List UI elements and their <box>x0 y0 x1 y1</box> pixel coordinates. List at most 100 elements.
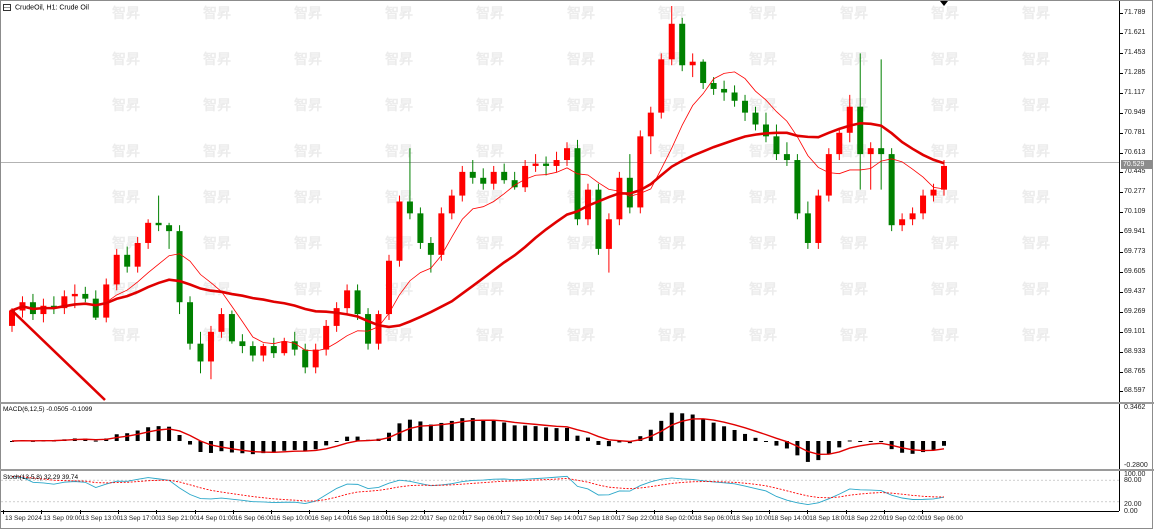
watermark-text: 智昇 <box>111 143 140 160</box>
macd-bar <box>690 414 695 441</box>
candle-body <box>249 346 256 356</box>
watermark-text: 智昇 <box>657 143 686 160</box>
candle-body <box>103 284 110 318</box>
watermark-text: 智昇 <box>202 5 231 22</box>
chart-title-text: CrudeOil, H1: Crude Oil <box>15 4 89 12</box>
price-label: 69.941 <box>1124 228 1146 236</box>
candle-body <box>270 346 277 354</box>
watermark-text: 智昇 <box>111 51 140 68</box>
macd-bar <box>188 441 193 445</box>
candle-body <box>207 331 214 362</box>
time-tick <box>462 510 464 514</box>
macd-bar <box>324 441 329 446</box>
time-label: 17 Sep 02:00 <box>426 515 465 522</box>
macd-bar <box>418 421 423 441</box>
macd-bar <box>292 441 297 450</box>
watermark-text: 智昇 <box>930 235 959 252</box>
candle-body <box>700 61 707 84</box>
time-label: 18 Sep 18:00 <box>809 515 848 522</box>
macd-bar <box>826 441 831 454</box>
watermark-text: 智昇 <box>566 5 595 22</box>
price-label: 69.269 <box>1124 307 1146 315</box>
price-tick <box>1119 331 1123 333</box>
candle-body <box>878 148 885 155</box>
watermark-text: 智昇 <box>839 97 868 114</box>
candle-body <box>40 305 47 315</box>
candle-body <box>354 290 361 315</box>
macd-bar <box>271 441 276 453</box>
candle-body <box>616 177 623 220</box>
shift-marker-icon[interactable] <box>940 1 948 6</box>
watermark-text: 智昇 <box>475 327 504 344</box>
candle-body <box>815 195 822 243</box>
stoch-80-label: 80.00 <box>1124 477 1142 484</box>
macd-bar <box>167 426 172 441</box>
watermark-text: 智昇 <box>657 281 686 298</box>
watermark-text: 智昇 <box>657 189 686 206</box>
macd-bar <box>523 425 528 441</box>
macd-bar <box>198 441 203 452</box>
macd-axis[interactable] <box>1119 404 1120 469</box>
price-label: 71.789 <box>1124 9 1146 17</box>
time-axis[interactable] <box>1 511 1119 512</box>
price-tick <box>1119 391 1123 393</box>
macd-bar <box>795 441 800 456</box>
candle-body <box>762 124 769 137</box>
price-label: 69.101 <box>1124 327 1146 335</box>
candle-body <box>406 201 413 214</box>
candle-body <box>239 341 246 347</box>
time-tick <box>922 510 924 514</box>
candle-body <box>187 302 194 344</box>
macd-bar <box>146 427 151 441</box>
price-axis[interactable] <box>1119 1 1120 402</box>
candle-body <box>689 61 696 66</box>
candle-body <box>867 148 874 155</box>
price-tick <box>1119 271 1123 273</box>
candle-body <box>679 23 686 66</box>
watermark-text: 智昇 <box>293 97 322 114</box>
watermark-text: 智昇 <box>293 51 322 68</box>
macd-bar <box>10 441 14 442</box>
time-tick <box>3 510 4 514</box>
candle-body <box>731 92 738 101</box>
watermark-text: 智昇 <box>930 189 959 206</box>
macd-bar <box>303 441 308 451</box>
price-label: 69.773 <box>1124 248 1146 256</box>
macd-bar <box>156 426 161 441</box>
time-tick <box>577 510 579 514</box>
stoch-axis[interactable] <box>1119 471 1120 511</box>
pane-separator-stoch[interactable] <box>0 469 1154 471</box>
watermark-text: 智昇 <box>566 143 595 160</box>
price-tick <box>1119 53 1123 55</box>
watermark-text: 智昇 <box>839 235 868 252</box>
time-tick <box>347 510 349 514</box>
candle-body <box>9 310 15 326</box>
chart-title: CrudeOil, H1: Crude Oil <box>3 4 89 11</box>
price-label: 68.765 <box>1124 367 1146 375</box>
macd-bar <box>900 441 905 453</box>
pane-separator-macd[interactable] <box>0 402 1154 404</box>
watermark-text: 智昇 <box>748 51 777 68</box>
watermark-text: 智昇 <box>293 327 322 344</box>
watermark-text: 智昇 <box>657 327 686 344</box>
watermark-text: 智昇 <box>293 189 322 206</box>
macd-bar <box>125 433 130 441</box>
stoch-20-label: 20.00 <box>1124 501 1142 508</box>
watermark-text: 智昇 <box>475 189 504 206</box>
macd-bar <box>837 441 842 448</box>
macd-bar <box>502 422 507 441</box>
watermark-text: 智昇 <box>202 143 231 160</box>
watermark-text: 智昇 <box>748 189 777 206</box>
time-label: 13 Sep 09:00 <box>43 515 82 522</box>
watermark-text: 智昇 <box>293 143 322 160</box>
price-tick <box>1119 371 1123 373</box>
watermark-text: 智昇 <box>475 281 504 298</box>
watermark-text: 智昇 <box>566 51 595 68</box>
candle-body <box>344 290 351 309</box>
time-tick <box>615 510 617 514</box>
watermark-text: 智昇 <box>111 97 140 114</box>
macd-signal-line <box>11 418 945 456</box>
watermark-text: 智昇 <box>566 281 595 298</box>
macd-bar <box>617 441 622 443</box>
